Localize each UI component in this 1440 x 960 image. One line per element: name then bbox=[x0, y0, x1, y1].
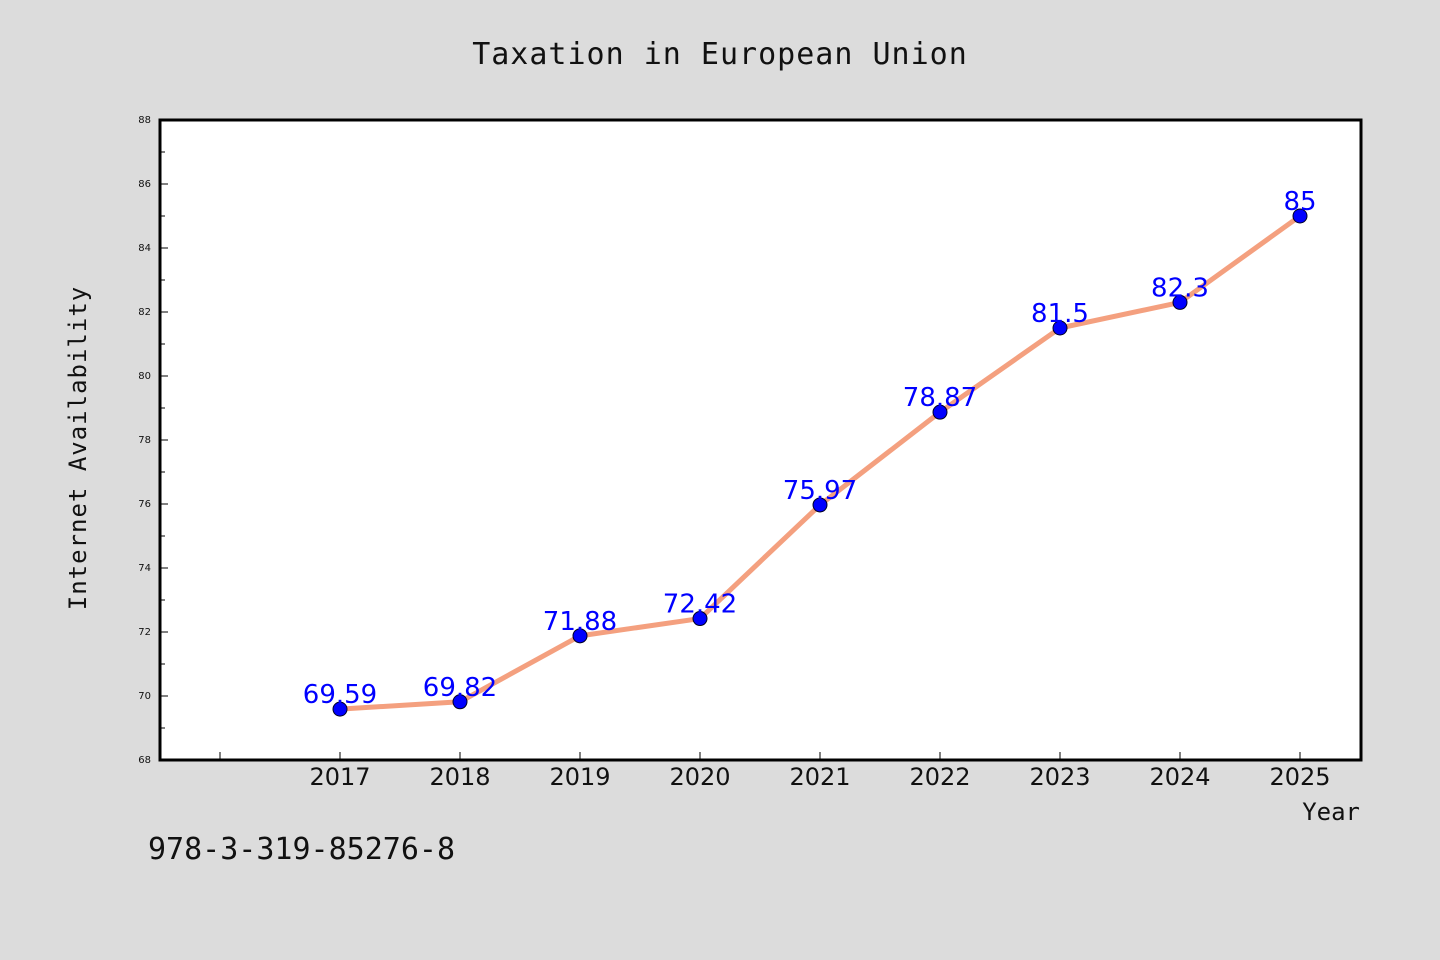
y-tick-label: 82 bbox=[138, 307, 151, 318]
data-label: 75.97 bbox=[783, 476, 857, 506]
x-axis: 2017 2018 2019 2020 2021 2022 2023 2024 2025 bbox=[219, 752, 1331, 791]
x-tick-label: 2025 bbox=[1269, 763, 1330, 791]
data-point bbox=[1052, 320, 1068, 336]
y-axis-label: Internet Availability bbox=[64, 286, 92, 610]
y-tick-label: 70 bbox=[138, 691, 151, 702]
y-tick-label: 76 bbox=[138, 499, 151, 510]
x-tick-label: 2021 bbox=[789, 763, 850, 791]
y-tick-label: 84 bbox=[138, 243, 151, 254]
x-tick-label: 2022 bbox=[909, 763, 970, 791]
x-tick-label: 2020 bbox=[669, 763, 730, 791]
y-tick-label: 78 bbox=[138, 435, 151, 446]
y-tick-label: 74 bbox=[138, 563, 151, 574]
data-point bbox=[1292, 208, 1308, 224]
x-axis-label: Year bbox=[1302, 798, 1360, 826]
data-point bbox=[692, 611, 708, 627]
chart-title: Taxation in European Union bbox=[472, 37, 968, 72]
data-point bbox=[1172, 294, 1188, 310]
data-label: 81.5 bbox=[1031, 299, 1089, 329]
data-labels: 69.59 69.82 71.88 72.42 75.97 78.87 81.5 82.3 85 bbox=[303, 187, 1317, 710]
series-markers bbox=[332, 208, 1308, 717]
data-point bbox=[332, 701, 348, 717]
data-point bbox=[572, 628, 588, 644]
data-label: 69.59 bbox=[303, 680, 377, 710]
x-tick-label: 2018 bbox=[429, 763, 490, 791]
isbn-annotation: 978-3-319-85276-8 bbox=[148, 832, 456, 867]
data-point bbox=[932, 404, 948, 420]
data-point bbox=[812, 497, 828, 513]
y-axis: 68 70 72 74 76 78 80 82 84 86 88 bbox=[138, 115, 168, 766]
x-tick-label: 2023 bbox=[1029, 763, 1090, 791]
data-label: 69.82 bbox=[423, 673, 497, 703]
x-tick-label: 2017 bbox=[309, 763, 370, 791]
data-label: 72.42 bbox=[663, 590, 737, 620]
data-label: 85 bbox=[1283, 187, 1316, 217]
data-label: 78.87 bbox=[903, 383, 977, 413]
y-tick-label: 86 bbox=[138, 179, 151, 190]
y-tick-label: 72 bbox=[138, 627, 151, 638]
data-label: 82.3 bbox=[1151, 273, 1209, 303]
data-point bbox=[452, 694, 468, 710]
plot-area bbox=[158, 118, 1363, 762]
x-tick-label: 2019 bbox=[549, 763, 610, 791]
y-tick-label: 68 bbox=[138, 755, 151, 766]
data-label: 71.88 bbox=[543, 607, 617, 637]
y-tick-label: 80 bbox=[138, 371, 151, 382]
y-tick-label: 88 bbox=[138, 115, 151, 126]
x-tick-label: 2024 bbox=[1149, 763, 1210, 791]
